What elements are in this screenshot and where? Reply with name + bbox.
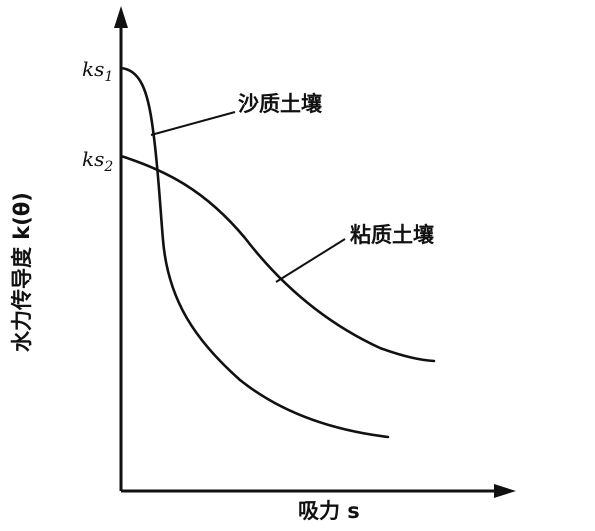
y-tick-label-ks1-sub: 1 <box>104 69 113 85</box>
y-axis-title: 水力传导度 k(θ) <box>10 192 34 352</box>
y-tick-label-ks1-main: ks <box>82 57 104 81</box>
sandy-soil-curve <box>119 66 390 439</box>
sandy-soil-label: 沙质土壤 <box>238 92 323 116</box>
x-axis-title: 吸力 s <box>298 499 360 523</box>
sandy-soil-leader-line <box>150 111 236 136</box>
clay-soil-curve <box>119 154 436 363</box>
y-tick-label-ks1: ks1 <box>82 57 113 85</box>
y-tick-label-ks2: ks2 <box>82 147 113 175</box>
clay-soil-label: 粘质土壤 <box>350 223 435 247</box>
y-tick-label-ks2-main: ks <box>82 147 104 171</box>
x-axis-arrow-icon <box>494 484 516 498</box>
y-tick-label-ks2-sub: 2 <box>103 159 113 175</box>
clay-soil-leader-line <box>275 238 346 283</box>
y-axis-arrow-icon <box>114 6 128 28</box>
